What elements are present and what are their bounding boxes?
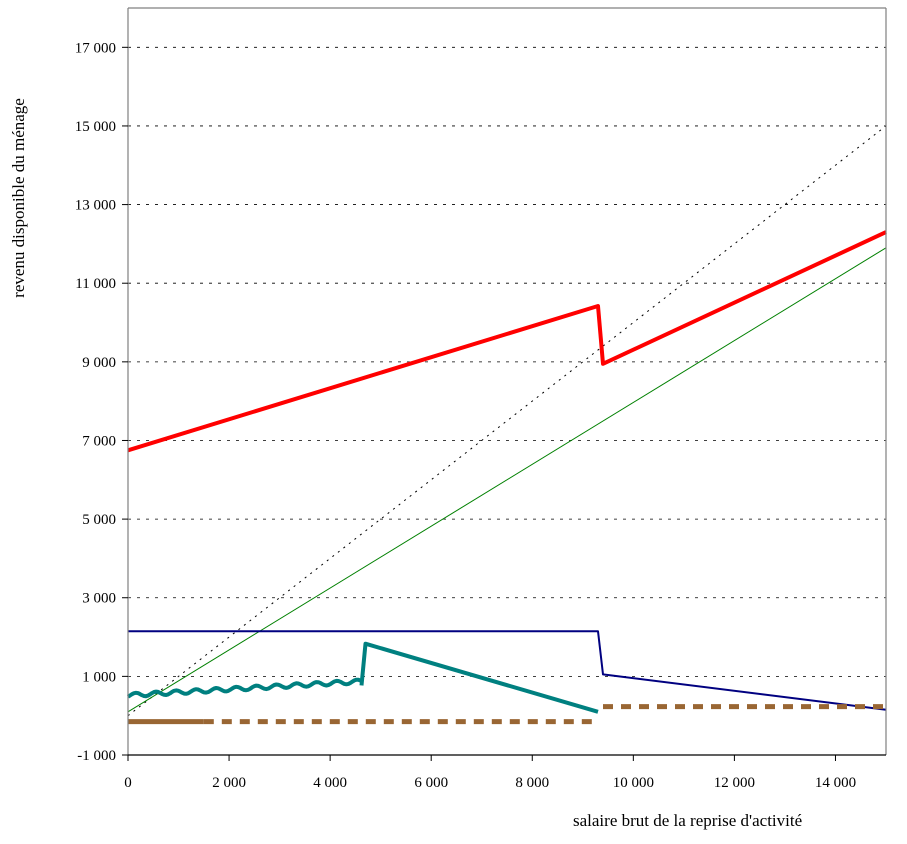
series-line-3 [127, 230, 887, 453]
series-line-1 [127, 125, 887, 717]
tick-labels: -1 000 1 000 3 000 5 000 7 000 9 000 11 000 13 … [75, 40, 856, 791]
x-tick-label: 6 000 [414, 775, 448, 791]
y-tick-label: 7 000 [82, 433, 116, 449]
x-axis-title: salaire brut de la reprise d'activité [573, 811, 802, 830]
y-tick-label: 3 000 [82, 591, 116, 607]
series-line-2 [127, 247, 887, 713]
x-tick-label: 2 000 [212, 775, 246, 791]
y-tick-label: 1 000 [82, 669, 116, 685]
series-line-5 [126, 677, 362, 699]
y-tick-label: -1 000 [77, 748, 116, 764]
y-tick-label: 9 000 [82, 355, 116, 371]
axes [122, 7, 887, 761]
x-tick-label: 14 000 [815, 775, 856, 791]
series-lines [126, 125, 887, 725]
y-tick-label: 11 000 [75, 276, 116, 292]
series-line-4 [128, 630, 887, 711]
y-tick-label: 17 000 [75, 40, 116, 56]
x-tick-label: 4 000 [313, 775, 347, 791]
series-line-5 [359, 641, 599, 714]
x-tick-label: 8 000 [515, 775, 549, 791]
y-tick-label: 5 000 [82, 512, 116, 528]
y-axis-title: revenu disponible du ménage [9, 98, 28, 298]
x-tick-label: 12 000 [714, 775, 755, 791]
y-tick-label: 15 000 [75, 119, 116, 135]
x-tick-label: 10 000 [613, 775, 654, 791]
grid-lines [128, 46, 886, 677]
y-tick-label: 13 000 [75, 198, 116, 214]
x-tick-label: 0 [124, 775, 132, 791]
